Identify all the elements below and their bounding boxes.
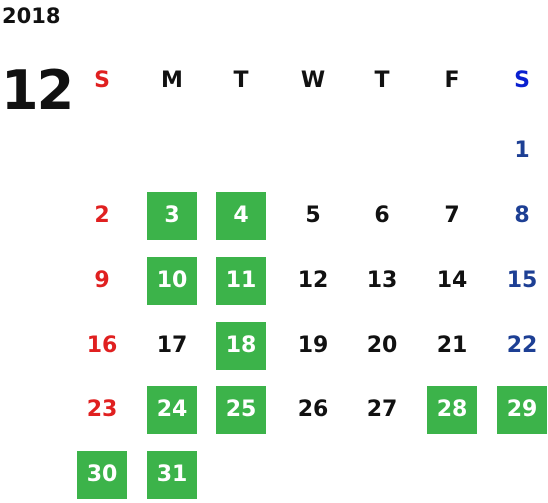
calendar-day-6[interactable]: 6 (374, 203, 390, 228)
calendar-day-7[interactable]: 7 (444, 203, 460, 228)
calendar-day-20[interactable]: 20 (366, 333, 398, 358)
calendar-day-3[interactable]: 3 (147, 192, 197, 240)
weekday-header-tuesday: T (233, 68, 249, 93)
weekday-header-saturday: S (514, 68, 530, 93)
calendar-day-17[interactable]: 17 (156, 333, 188, 358)
calendar-day-16[interactable]: 16 (86, 333, 118, 358)
weekday-header-monday: M (161, 68, 183, 93)
calendar-day-12[interactable]: 12 (297, 268, 329, 293)
calendar-day-30[interactable]: 30 (77, 451, 127, 499)
weekday-header-friday: F (444, 68, 460, 93)
calendar-day-28[interactable]: 28 (427, 386, 477, 434)
calendar-day-5[interactable]: 5 (305, 203, 321, 228)
calendar-day-31[interactable]: 31 (147, 451, 197, 499)
calendar-month: 12 (1, 59, 74, 122)
weekday-header-thursday: T (374, 68, 390, 93)
calendar-day-10[interactable]: 10 (147, 257, 197, 305)
calendar-day-26[interactable]: 26 (297, 397, 329, 422)
calendar-day-29[interactable]: 29 (497, 386, 547, 434)
calendar-day-13[interactable]: 13 (366, 268, 398, 293)
calendar-day-4[interactable]: 4 (216, 192, 266, 240)
calendar-day-23[interactable]: 23 (86, 397, 118, 422)
calendar-day-1[interactable]: 1 (514, 138, 530, 163)
calendar-day-27[interactable]: 27 (366, 397, 398, 422)
calendar-day-24[interactable]: 24 (147, 386, 197, 434)
weekday-header-wednesday: W (300, 68, 326, 93)
calendar-day-25[interactable]: 25 (216, 386, 266, 434)
calendar-day-15[interactable]: 15 (506, 268, 538, 293)
calendar-day-2[interactable]: 2 (94, 203, 110, 228)
calendar-day-21[interactable]: 21 (436, 333, 468, 358)
calendar-day-11[interactable]: 11 (216, 257, 266, 305)
calendar-day-9[interactable]: 9 (94, 268, 110, 293)
calendar-day-14[interactable]: 14 (436, 268, 468, 293)
calendar-day-18[interactable]: 18 (216, 322, 266, 370)
calendar-day-8[interactable]: 8 (514, 203, 530, 228)
weekday-header-sunday: S (94, 68, 110, 93)
calendar-day-22[interactable]: 22 (506, 333, 538, 358)
calendar-year: 2018 (2, 4, 61, 28)
calendar-day-19[interactable]: 19 (297, 333, 329, 358)
